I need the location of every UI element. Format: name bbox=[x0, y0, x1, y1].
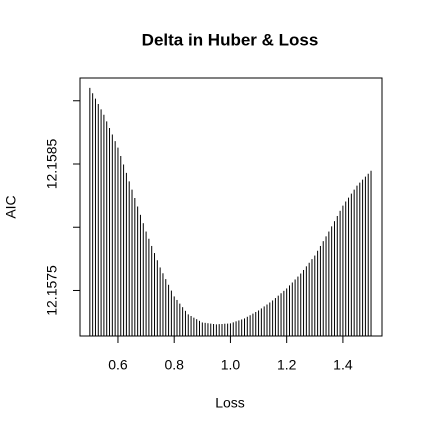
x-tick-label: 1.2 bbox=[277, 357, 297, 373]
y-tick-label: 12.1575 bbox=[44, 265, 60, 316]
x-tick-label: 1.4 bbox=[333, 357, 353, 373]
x-tick-label: 1.0 bbox=[221, 357, 241, 373]
x-tick-label: 0.8 bbox=[164, 357, 184, 373]
x-axis-label: Loss bbox=[215, 395, 245, 411]
plot-frame bbox=[79, 77, 383, 337]
y-axis-label: AIC bbox=[3, 195, 19, 218]
y-tick-label: 12.1585 bbox=[44, 138, 60, 189]
x-tick-label: 0.6 bbox=[108, 357, 128, 373]
chart-title: Delta in Huber & Loss bbox=[142, 30, 319, 49]
